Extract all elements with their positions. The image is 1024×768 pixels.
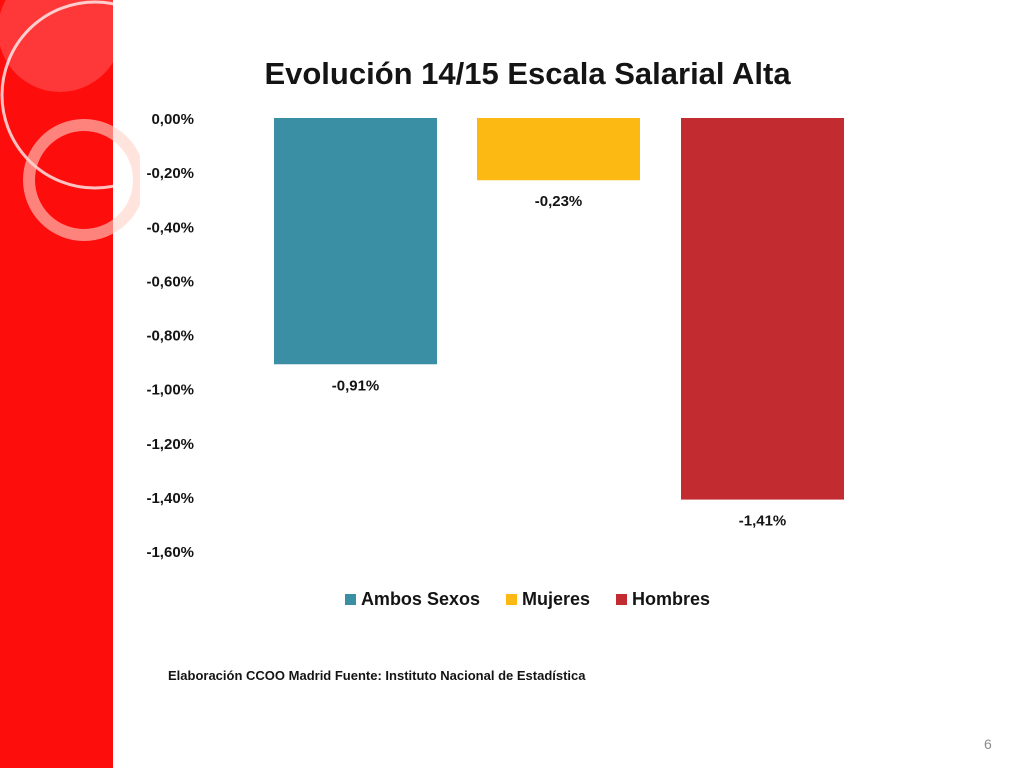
legend-swatch	[344, 594, 356, 605]
legend-label: Ambos Sexos	[360, 589, 480, 609]
legend-item: Ambos Sexos	[344, 589, 480, 610]
y-tick-label: -0,80%	[146, 328, 194, 345]
y-tick-label: -0,60%	[146, 273, 194, 290]
legend-item: Mujeres	[505, 589, 591, 610]
bar-hombres	[681, 118, 844, 500]
y-tick-label: -1,60%	[146, 544, 194, 561]
data-label: -0,23%	[535, 193, 583, 210]
legend: Ambos Sexos Mujeres Hombres	[120, 589, 935, 610]
decor-circle-top	[0, 0, 122, 92]
y-tick-label: -0,20%	[146, 165, 194, 182]
legend-label: Mujeres	[521, 589, 591, 609]
legend-label: Hombres	[632, 589, 711, 609]
y-axis: 0,00% -0,20% -0,40% -0,60% -0,80% -1,00% -1,20…	[146, 111, 194, 561]
data-label: -0,91%	[332, 377, 380, 394]
y-tick-label: -1,00%	[146, 382, 194, 399]
y-tick-label: -0,40%	[146, 219, 194, 236]
y-tick-label: -1,40%	[146, 490, 194, 507]
decor-circle-ring	[23, 119, 140, 241]
page-number: 6	[984, 736, 992, 752]
bar-labels: -0,91% -0,23% -1,41%	[332, 193, 787, 529]
legend-swatch	[616, 594, 628, 605]
decorative-circles	[0, 0, 140, 241]
bar-mujeres	[477, 118, 640, 181]
y-tick-label: 0,00%	[151, 111, 194, 128]
decor-circle-outer	[0, 0, 140, 190]
chart-title: Evolución 14/15 Escala Salarial Alta	[264, 56, 791, 91]
legend-item: Hombres	[616, 589, 710, 610]
data-label: -1,41%	[739, 513, 787, 530]
y-tick-label: -1,20%	[146, 436, 194, 453]
source-note: Elaboración CCOO Madrid Fuente: Institut…	[168, 668, 586, 683]
bars	[274, 118, 844, 500]
legend-swatch	[505, 594, 517, 605]
bar-ambos-sexos	[274, 118, 437, 365]
